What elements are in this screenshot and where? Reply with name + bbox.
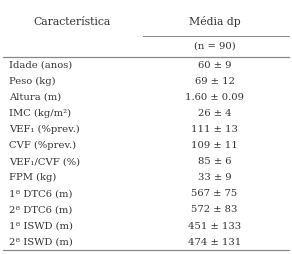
Text: 2ª ISWD (m): 2ª ISWD (m): [9, 238, 73, 247]
Text: FPM (kg): FPM (kg): [9, 173, 56, 182]
Text: 111 ± 13: 111 ± 13: [191, 125, 238, 134]
Text: 85 ± 6: 85 ± 6: [198, 157, 231, 166]
Text: 26 ± 4: 26 ± 4: [198, 109, 232, 118]
Text: 2ª DTC6 (m): 2ª DTC6 (m): [9, 205, 72, 214]
Text: 69 ± 12: 69 ± 12: [195, 77, 234, 86]
Text: CVF (%prev.): CVF (%prev.): [9, 141, 76, 150]
Text: IMC (kg/m²): IMC (kg/m²): [9, 109, 71, 118]
Text: 1ª DTC6 (m): 1ª DTC6 (m): [9, 189, 72, 198]
Text: VEF₁/CVF (%): VEF₁/CVF (%): [9, 157, 80, 166]
Text: 1.60 ± 0.09: 1.60 ± 0.09: [185, 93, 244, 102]
Text: 60 ± 9: 60 ± 9: [198, 61, 231, 70]
Text: Média dp: Média dp: [189, 16, 241, 27]
Text: 567 ± 75: 567 ± 75: [192, 189, 238, 198]
Text: Idade (anos): Idade (anos): [9, 61, 72, 70]
Text: (n = 90): (n = 90): [194, 42, 235, 51]
Text: 109 ± 11: 109 ± 11: [191, 141, 238, 150]
Text: VEF₁ (%prev.): VEF₁ (%prev.): [9, 125, 79, 134]
Text: Peso (kg): Peso (kg): [9, 77, 55, 86]
Text: 451 ± 133: 451 ± 133: [188, 221, 241, 231]
Text: 572 ± 83: 572 ± 83: [192, 205, 238, 214]
Text: 33 ± 9: 33 ± 9: [198, 173, 232, 182]
Text: Característica: Característica: [33, 17, 110, 27]
Text: Altura (m): Altura (m): [9, 93, 61, 102]
Text: 1ª ISWD (m): 1ª ISWD (m): [9, 221, 73, 231]
Text: 474 ± 131: 474 ± 131: [188, 238, 241, 247]
